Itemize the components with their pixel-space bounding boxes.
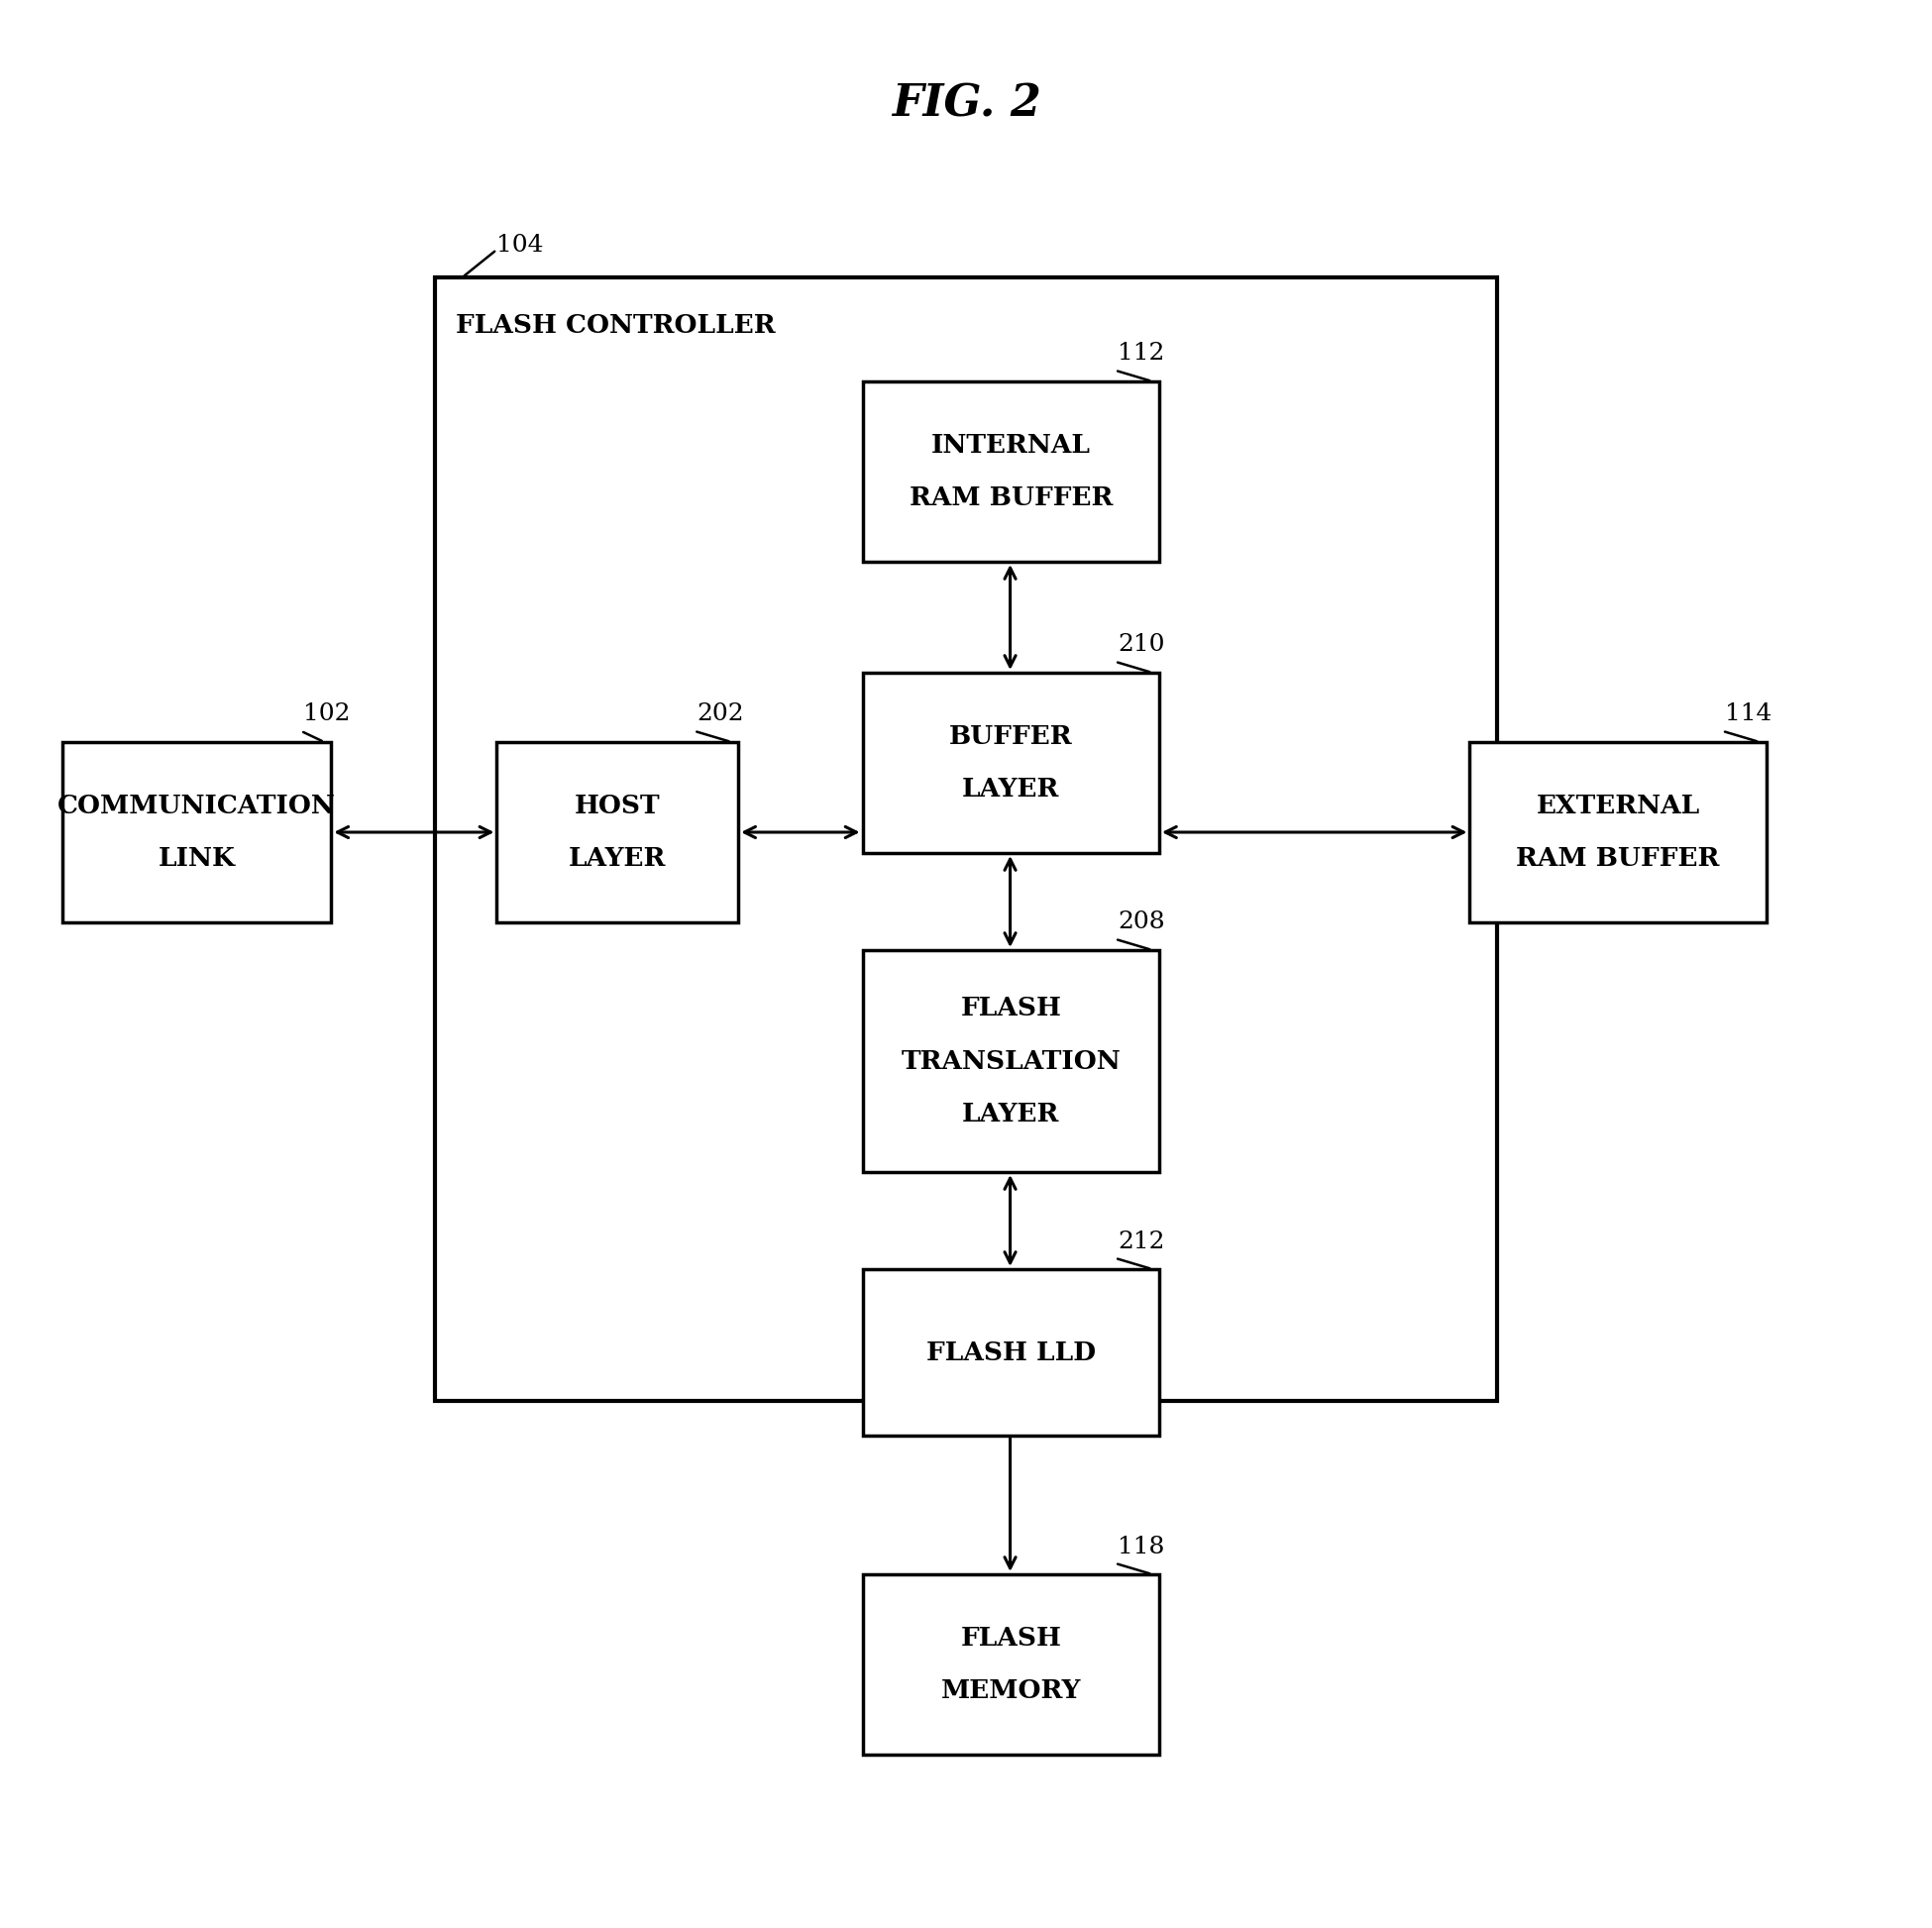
Text: INTERNAL: INTERNAL — [931, 432, 1090, 457]
Text: 210: 210 — [1119, 634, 1165, 656]
Text: BUFFER: BUFFER — [949, 725, 1072, 748]
Bar — [497, 742, 738, 922]
Bar — [862, 382, 1159, 561]
Text: EXTERNAL: EXTERNAL — [1536, 794, 1700, 817]
Text: HOST: HOST — [574, 794, 661, 817]
Text: 202: 202 — [697, 704, 744, 725]
Bar — [62, 742, 330, 922]
Text: FLASH CONTROLLER: FLASH CONTROLLER — [456, 314, 775, 337]
Text: 118: 118 — [1119, 1535, 1165, 1558]
Bar — [435, 278, 1497, 1402]
Text: LAYER: LAYER — [962, 1101, 1059, 1126]
Text: 102: 102 — [303, 704, 350, 725]
Text: FLASH: FLASH — [960, 997, 1061, 1020]
Text: 112: 112 — [1119, 343, 1165, 364]
Text: RAM BUFFER: RAM BUFFER — [1517, 846, 1719, 871]
Bar — [862, 1269, 1159, 1436]
Text: 114: 114 — [1725, 704, 1772, 725]
Text: RAM BUFFER: RAM BUFFER — [910, 486, 1113, 511]
Text: 208: 208 — [1119, 912, 1165, 933]
Text: LINK: LINK — [158, 846, 236, 871]
Bar — [862, 1575, 1159, 1754]
Bar — [1470, 742, 1766, 922]
Text: FLASH LLD: FLASH LLD — [925, 1340, 1095, 1365]
Text: LAYER: LAYER — [568, 846, 667, 871]
Text: 212: 212 — [1119, 1230, 1165, 1253]
Text: MEMORY: MEMORY — [941, 1679, 1080, 1702]
Text: TRANSLATION: TRANSLATION — [900, 1049, 1121, 1074]
Text: COMMUNICATION: COMMUNICATION — [58, 794, 336, 817]
Text: FLASH: FLASH — [960, 1625, 1061, 1650]
Text: LAYER: LAYER — [962, 777, 1059, 802]
Text: 104: 104 — [497, 233, 543, 256]
Text: FIG. 2: FIG. 2 — [891, 83, 1041, 125]
Bar — [862, 951, 1159, 1172]
Bar — [862, 673, 1159, 852]
